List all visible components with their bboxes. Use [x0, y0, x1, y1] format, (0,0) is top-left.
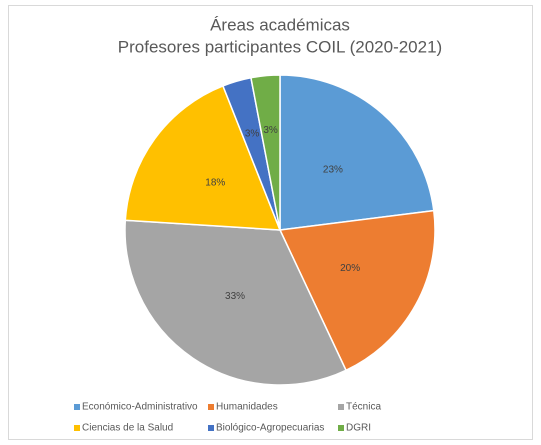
data-label: 3% [245, 129, 260, 140]
legend-label: Ciencias de la Salud [82, 423, 173, 434]
data-label: 3% [263, 125, 278, 136]
chart-title: Áreas académicas [210, 15, 350, 34]
data-label: 20% [340, 263, 360, 274]
pie-slice [124, 219, 347, 386]
legend-label: Económico-Administrativo [82, 402, 198, 413]
legend-swatch [338, 425, 344, 431]
data-label: 18% [205, 178, 225, 189]
legend-swatch [208, 404, 214, 410]
pie-slice [124, 84, 282, 231]
legend-swatch [74, 425, 80, 431]
legend-swatch [338, 404, 344, 410]
chart-subtitle: Profesores participantes COIL (2020-2021… [118, 37, 442, 56]
legend-swatch [208, 425, 214, 431]
legend-label: Biológico-Agropecuarias [216, 423, 324, 434]
legend-label: Humanidades [216, 402, 278, 413]
pie-slice [279, 74, 435, 231]
data-label: 23% [323, 165, 343, 176]
legend-swatch [74, 404, 80, 410]
legend-label: DGRI [346, 423, 371, 434]
data-label: 33% [225, 291, 245, 302]
pie-slice [278, 209, 436, 372]
legend-label: Técnica [346, 402, 381, 413]
pie-slice [250, 74, 281, 231]
